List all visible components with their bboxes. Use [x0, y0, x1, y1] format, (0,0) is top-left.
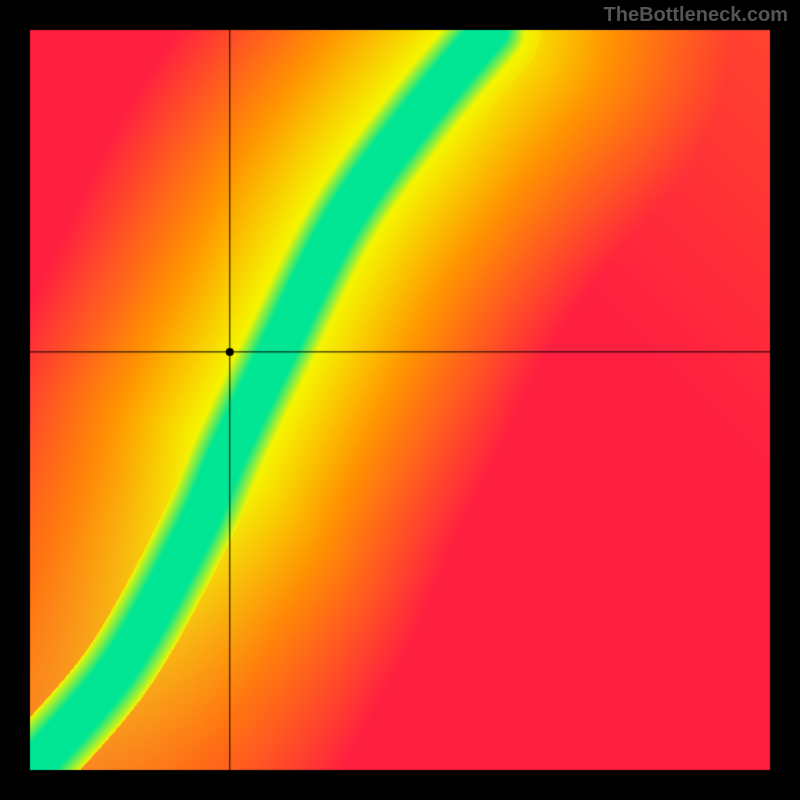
- bottleneck-heatmap: [0, 0, 800, 800]
- watermark-text: TheBottleneck.com: [604, 4, 788, 27]
